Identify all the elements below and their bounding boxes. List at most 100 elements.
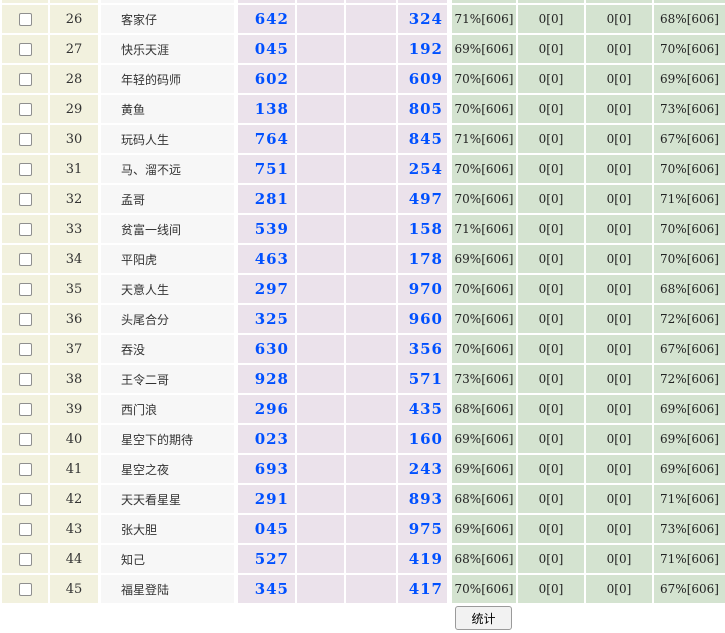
empty-pick-cell <box>346 0 396 3</box>
table-row: 26 客家仔 642 324 71%[606] 0[0] 0[0] 68%[60… <box>2 5 725 33</box>
statistics-button[interactable]: 统计 <box>455 606 512 630</box>
empty-pick-cell <box>297 275 344 303</box>
member-name: 贫富一线间 <box>101 215 234 243</box>
row-checkbox[interactable] <box>18 462 32 476</box>
member-name: 西门浪 <box>101 395 234 423</box>
stat-zero-2: 0[0] <box>586 425 652 453</box>
empty-pick-cell <box>297 545 344 573</box>
pick-number-2: 243 <box>398 455 447 483</box>
row-checkbox[interactable] <box>18 42 32 56</box>
row-checkbox-cell <box>2 575 48 603</box>
row-checkbox[interactable] <box>18 552 32 566</box>
stat-zero-1: 0[0] <box>518 365 584 393</box>
row-number: 41 <box>50 455 98 483</box>
row-checkbox[interactable] <box>18 132 32 146</box>
pick-number-1: 296 <box>238 395 295 423</box>
member-name: 马、溜不远 <box>101 155 234 183</box>
empty-pick-cell <box>297 425 344 453</box>
empty-pick-cell <box>346 515 396 543</box>
stat-zero-2: 0[0] <box>586 365 652 393</box>
stat-percent-1: 71%[606] <box>452 125 516 153</box>
stat-zero-2: 0[0] <box>586 395 652 423</box>
stat-percent-1: 70%[606] <box>452 335 516 363</box>
stat-zero-1: 0[0] <box>518 425 584 453</box>
pick-number-2: 356 <box>398 335 447 363</box>
stat-cell <box>586 0 652 3</box>
row-checkbox[interactable] <box>18 522 32 536</box>
row-checkbox[interactable] <box>18 102 32 116</box>
stat-percent-2: 70%[606] <box>654 35 725 63</box>
row-checkbox-cell <box>2 0 48 3</box>
row-checkbox-cell <box>2 335 48 363</box>
stat-cell <box>654 0 725 3</box>
row-checkbox[interactable] <box>18 312 32 326</box>
pick-number-1: 281 <box>238 185 295 213</box>
stat-zero-1: 0[0] <box>518 275 584 303</box>
stat-zero-1: 0[0] <box>518 245 584 273</box>
pick-number-1: 463 <box>238 245 295 273</box>
stat-percent-2: 70%[606] <box>654 245 725 273</box>
table-row: 39 西门浪 296 435 68%[606] 0[0] 0[0] 69%[60… <box>2 395 725 423</box>
row-number: 28 <box>50 65 98 93</box>
member-name: 知己 <box>101 545 234 573</box>
stat-percent-1: 68%[606] <box>452 485 516 513</box>
stat-zero-2: 0[0] <box>586 35 652 63</box>
pick-number-1: 045 <box>238 35 295 63</box>
row-checkbox-cell <box>2 185 48 213</box>
row-checkbox[interactable] <box>18 222 32 236</box>
row-number: 29 <box>50 95 98 123</box>
pick-number-1: 023 <box>238 425 295 453</box>
stat-percent-1: 71%[606] <box>452 215 516 243</box>
pick-number-2: 435 <box>398 395 447 423</box>
pick-number-1: 751 <box>238 155 295 183</box>
stat-zero-1: 0[0] <box>518 125 584 153</box>
row-checkbox[interactable] <box>18 342 32 356</box>
pick-number-2: 160 <box>398 425 447 453</box>
pick-number-2: 254 <box>398 155 447 183</box>
row-checkbox[interactable] <box>18 252 32 266</box>
pick-number-1: 602 <box>238 65 295 93</box>
table-row: 27 快乐天涯 045 192 69%[606] 0[0] 0[0] 70%[6… <box>2 35 725 63</box>
row-checkbox[interactable] <box>18 162 32 176</box>
table-row: 40 星空下的期待 023 160 69%[606] 0[0] 0[0] 69%… <box>2 425 725 453</box>
empty-pick-cell <box>346 575 396 603</box>
row-checkbox[interactable] <box>18 12 32 26</box>
stat-zero-1: 0[0] <box>518 515 584 543</box>
stat-percent-2: 69%[606] <box>654 455 725 483</box>
stat-percent-1: 70%[606] <box>452 65 516 93</box>
empty-pick-cell <box>297 125 344 153</box>
stat-zero-2: 0[0] <box>586 455 652 483</box>
table-row: 33 贫富一线间 539 158 71%[606] 0[0] 0[0] 70%[… <box>2 215 725 243</box>
stat-zero-2: 0[0] <box>586 245 652 273</box>
empty-pick-cell <box>297 455 344 483</box>
row-number: 31 <box>50 155 98 183</box>
row-checkbox[interactable] <box>18 582 32 596</box>
stat-percent-2: 67%[606] <box>654 575 725 603</box>
row-checkbox-cell <box>2 245 48 273</box>
row-number-cell <box>50 0 98 3</box>
pick-number-1: 630 <box>238 335 295 363</box>
row-number: 40 <box>50 425 98 453</box>
table-footer: 统计 <box>2 606 725 633</box>
pick-number-2: 893 <box>398 485 447 513</box>
member-name: 福星登陆 <box>101 575 234 603</box>
stat-percent-2: 67%[606] <box>654 335 725 363</box>
row-checkbox[interactable] <box>18 402 32 416</box>
stat-zero-2: 0[0] <box>586 485 652 513</box>
row-checkbox-cell <box>2 515 48 543</box>
row-number: 33 <box>50 215 98 243</box>
stat-percent-1: 70%[606] <box>452 155 516 183</box>
member-name: 星空之夜 <box>101 455 234 483</box>
stat-zero-2: 0[0] <box>586 515 652 543</box>
row-checkbox[interactable] <box>18 492 32 506</box>
row-checkbox[interactable] <box>18 72 32 86</box>
member-name: 黄鱼 <box>101 95 234 123</box>
pick-number-1: 928 <box>238 365 295 393</box>
pick-number-cell <box>238 0 295 3</box>
row-checkbox[interactable] <box>18 192 32 206</box>
row-checkbox[interactable] <box>18 372 32 386</box>
row-checkbox[interactable] <box>18 282 32 296</box>
row-checkbox-cell <box>2 485 48 513</box>
row-checkbox[interactable] <box>18 432 32 446</box>
empty-pick-cell <box>297 575 344 603</box>
